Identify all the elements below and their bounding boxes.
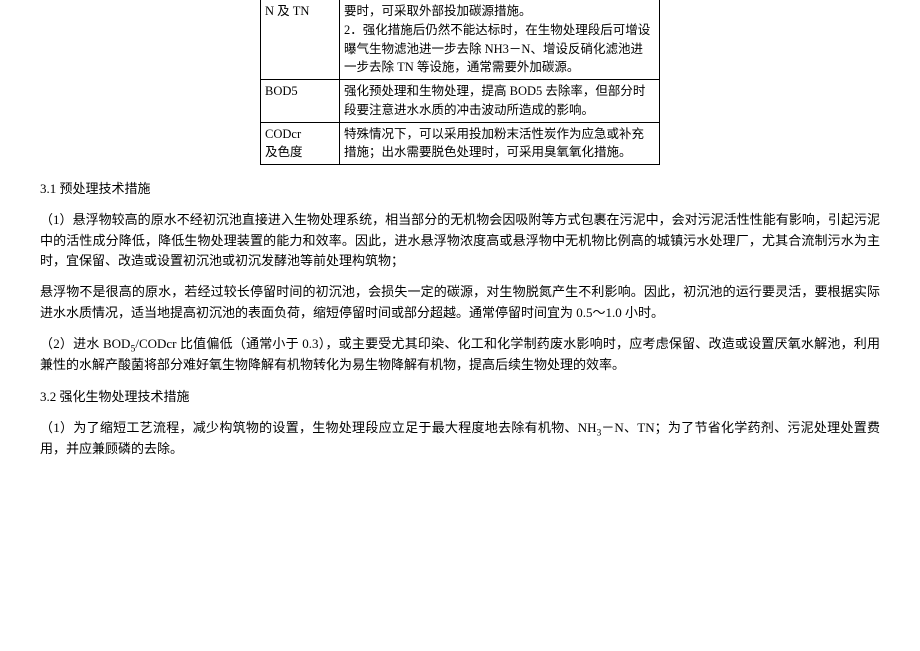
table-row: BOD5 强化预处理和生物处理，提高 BOD5 去除率，但部分时段要注意进水水质…: [261, 80, 660, 123]
cell-param: CODcr及色度: [261, 122, 340, 165]
cell-param: BOD5: [261, 80, 340, 123]
document-page: N 及 TN 要时，可采取外部投加碳源措施。2．强化措施后仍然不能达标时，在生物…: [0, 0, 920, 651]
paragraph: （1）为了缩短工艺流程，减少构筑物的设置，生物处理段应立足于最大程度地去除有机物…: [40, 418, 880, 460]
paragraph: （2）进水 BOD5/CODcr 比值偏低（通常小于 0.3），或主要受尤其印染…: [40, 334, 880, 376]
text-fragment: /CODcr 比值偏低（通常小于 0.3），或主要受尤其印染、化工和化学制药废水…: [40, 336, 880, 372]
paragraph: 悬浮物不是很高的原水，若经过较长停留时间的初沉池，会损失一定的碳源，对生物脱氮产…: [40, 282, 880, 324]
text-fragment: （1）为了缩短工艺流程，减少构筑物的设置，生物处理段应立足于最大程度地去除有机物…: [40, 420, 596, 435]
cell-param: N 及 TN: [261, 0, 340, 80]
measures-table: N 及 TN 要时，可采取外部投加碳源措施。2．强化措施后仍然不能达标时，在生物…: [260, 0, 660, 165]
section-heading-3-1: 3.1 预处理技术措施: [40, 179, 880, 200]
section-heading-3-2: 3.2 强化生物处理技术措施: [40, 387, 880, 408]
cell-desc: 特殊情况下，可以采用投加粉末活性炭作为应急或补充措施；出水需要脱色处理时，可采用…: [340, 122, 660, 165]
text-fragment: （2）进水 BOD: [40, 336, 130, 351]
cell-desc: 要时，可采取外部投加碳源措施。2．强化措施后仍然不能达标时，在生物处理段后可增设…: [340, 0, 660, 80]
paragraph: （1）悬浮物较高的原水不经初沉池直接进入生物处理系统，相当部分的无机物会因吸附等…: [40, 210, 880, 272]
cell-desc: 强化预处理和生物处理，提高 BOD5 去除率，但部分时段要注意进水水质的冲击波动…: [340, 80, 660, 123]
table-row: N 及 TN 要时，可采取外部投加碳源措施。2．强化措施后仍然不能达标时，在生物…: [261, 0, 660, 80]
table-row: CODcr及色度 特殊情况下，可以采用投加粉末活性炭作为应急或补充措施；出水需要…: [261, 122, 660, 165]
